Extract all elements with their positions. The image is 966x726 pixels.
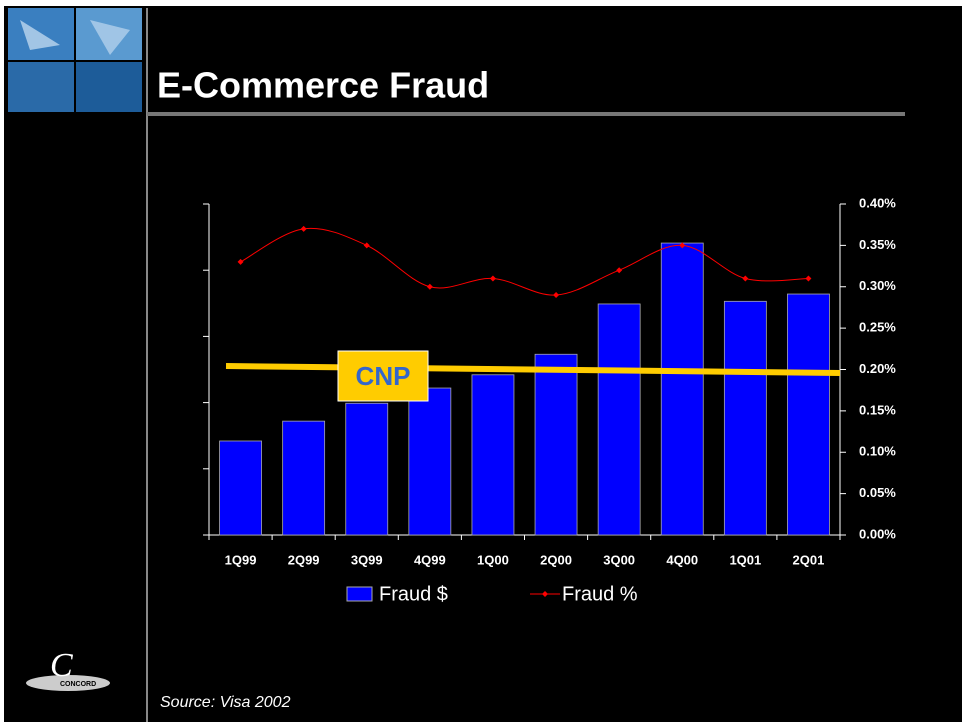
y2-tick-label: 0.00% [859, 526, 896, 541]
corner-images [8, 8, 142, 112]
point [237, 258, 244, 265]
point [805, 275, 812, 282]
x-tick-label: 1Q00 [477, 552, 509, 567]
y2-tick-label: 0.40% [859, 195, 896, 210]
legend-swatch [346, 586, 373, 602]
y2-tick-label: 0.15% [859, 402, 896, 417]
logo-text: CONCORD [60, 681, 96, 688]
point [679, 242, 686, 249]
point [489, 275, 496, 282]
y2-tick-label: 0.20% [859, 361, 896, 376]
x-tick-label: 1Q01 [729, 552, 761, 567]
cnp-line [225, 363, 841, 376]
bar [345, 402, 389, 536]
x-tick-label: 4Q99 [414, 552, 446, 567]
source-note: Source: Visa 2002 [160, 694, 291, 711]
bar [660, 242, 704, 536]
y2-tick-label: 0.10% [859, 444, 896, 459]
bar [408, 387, 452, 536]
x-tick-label: 3Q99 [351, 552, 383, 567]
bar [597, 303, 641, 536]
x-tick-label: 3Q00 [603, 552, 635, 567]
point [742, 275, 749, 282]
bar [471, 374, 515, 536]
point [616, 267, 623, 274]
annotation-box [337, 350, 429, 402]
annotation: CNP [356, 361, 411, 391]
bar [534, 353, 578, 536]
chart: 0.00% 0.05% 0.10% 0.15% 0.20% 0.25% 0.30% 0.35%… [203, 195, 896, 605]
point [363, 242, 370, 249]
bar [219, 440, 262, 536]
chart-title: E-Commerce Fraud [157, 65, 489, 106]
point [426, 283, 433, 290]
x-tick-label: 1Q99 [225, 552, 257, 567]
bar [282, 420, 326, 536]
legend-label: Fraud $ [379, 583, 448, 605]
x-tick-label: 2Q00 [540, 552, 572, 567]
y2-tick-label: 0.35% [859, 237, 896, 252]
bar [723, 300, 767, 536]
legend-label: Fraud % [562, 583, 638, 605]
point [300, 225, 307, 232]
x-tick-label: 2Q01 [793, 552, 825, 567]
y2-tick-label: 0.25% [859, 320, 896, 335]
y2-tick-label: 0.05% [859, 485, 896, 500]
line [240, 227, 809, 296]
logo: C CONCORD [26, 647, 110, 691]
svg-text:C: C [50, 647, 73, 684]
bar [787, 293, 830, 536]
legend-marker [542, 591, 548, 597]
x-tick-label: 2Q99 [288, 552, 320, 567]
y2-tick-label: 0.30% [859, 278, 896, 293]
x-tick-label: 4Q00 [666, 552, 698, 567]
point [553, 292, 560, 299]
